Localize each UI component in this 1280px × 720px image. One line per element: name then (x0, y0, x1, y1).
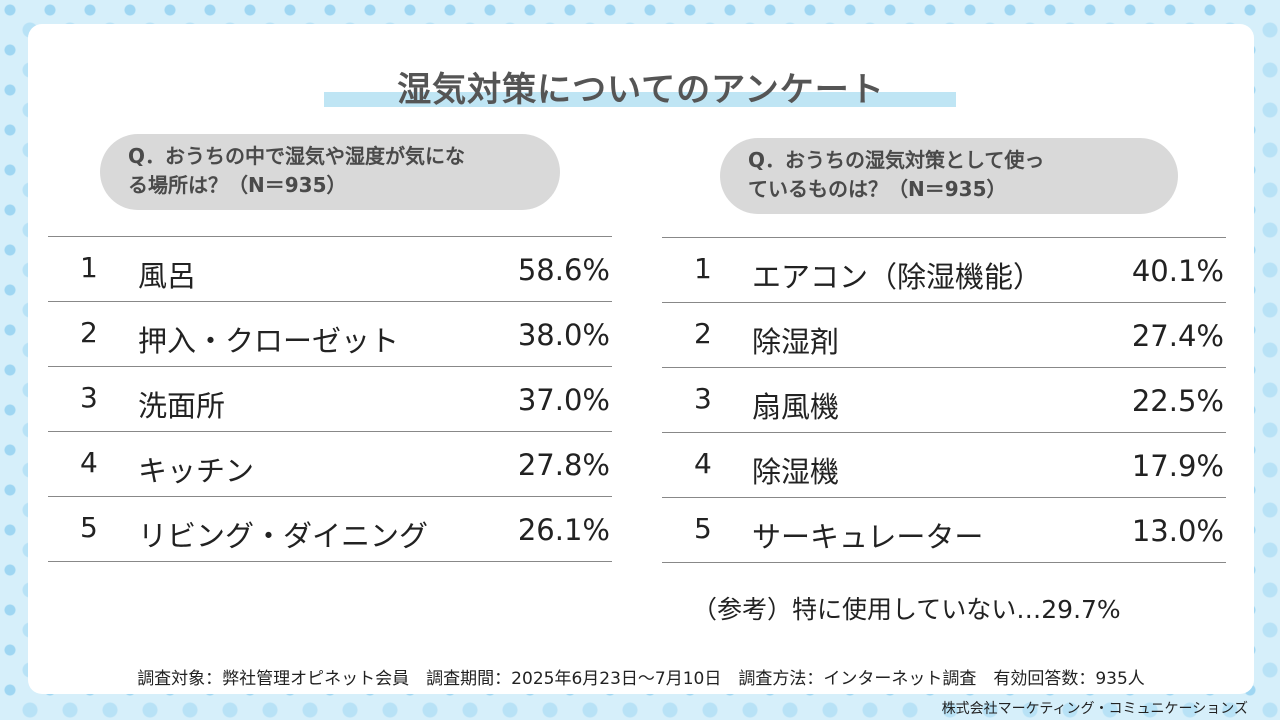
item-label: 除湿剤 (752, 325, 840, 359)
table-row: 3 洗面所 37.0% (48, 367, 612, 432)
rank-number: 4 (694, 447, 712, 480)
left-question-line1: Q．おうちの中で湿気や湿度が気にな (128, 144, 466, 168)
item-label: 風呂 (138, 259, 197, 293)
percent-value: 17.9% (1131, 449, 1224, 483)
right-ranking-table: 1 エアコン（除湿機能） 40.1% 2 除湿剤 27.4% 3 扇風機 22.5% 4 除湿機 17… (662, 237, 1226, 563)
item-label: 扇風機 (752, 390, 840, 424)
table-row: 5 サーキュレーター 13.0% (662, 498, 1226, 563)
left-ranking-table: 1 風呂 58.6% 2 押入・クローゼット 38.0% 3 洗面所 37.0% 4 キッチン 27.… (48, 236, 612, 562)
item-label: 押入・クローゼット (138, 324, 400, 358)
item-label: キッチン (138, 454, 255, 488)
table-row: 1 風呂 58.6% (48, 237, 612, 302)
item-label: サーキュレーター (752, 520, 984, 554)
percent-value: 27.8% (517, 448, 610, 482)
right-question-line2: ているものは？（N＝935） (748, 177, 1007, 201)
rank-number: 2 (80, 316, 98, 349)
survey-footer: 調査対象：弊社管理オピネット会員 調査期間：2025年6月23日～7月10日 調… (137, 669, 1145, 689)
rank-number: 4 (80, 446, 98, 479)
percent-value: 22.5% (1131, 384, 1224, 418)
item-label: エアコン（除湿機能） (752, 260, 1043, 294)
table-row: 1 エアコン（除湿機能） 40.1% (662, 238, 1226, 303)
title-underline (324, 92, 956, 107)
table-row: 2 押入・クローゼット 38.0% (48, 302, 612, 367)
percent-value: 40.1% (1131, 254, 1224, 288)
rank-number: 2 (694, 317, 712, 350)
right-question: Q．おうちの湿気対策として使っ ているものは？（N＝935） (720, 138, 1178, 214)
rank-number: 3 (694, 382, 712, 415)
item-label: リビング・ダイニング (138, 519, 429, 553)
left-question-line2: る場所は？（N＝935） (128, 173, 347, 197)
survey-card: 湿気対策についてのアンケート Q．おうちの中で湿気や湿度が気にな る場所は？（N… (28, 24, 1254, 694)
title-wrap: 湿気対策についてのアンケート (28, 62, 1254, 111)
table-row: 4 キッチン 27.8% (48, 432, 612, 497)
percent-value: 26.1% (517, 513, 610, 547)
rank-number: 1 (80, 251, 98, 284)
rank-number: 5 (80, 511, 98, 544)
left-question: Q．おうちの中で湿気や湿度が気にな る場所は？（N＝935） (100, 134, 560, 210)
rank-number: 5 (694, 512, 712, 545)
table-row: 2 除湿剤 27.4% (662, 303, 1226, 368)
table-row: 5 リビング・ダイニング 26.1% (48, 497, 612, 562)
percent-value: 27.4% (1131, 319, 1224, 353)
reference-note: （参考）特に使用していない…29.7% (692, 595, 1121, 624)
item-label: 洗面所 (138, 389, 226, 423)
company-name: 株式会社マーケティング・コミュニケーションズ (941, 701, 1248, 717)
page-title: 湿気対策についてのアンケート (397, 70, 885, 110)
table-row: 4 除湿機 17.9% (662, 433, 1226, 498)
right-question-line1: Q．おうちの湿気対策として使っ (748, 148, 1045, 172)
table-row: 3 扇風機 22.5% (662, 368, 1226, 433)
percent-value: 13.0% (1131, 514, 1224, 548)
rank-number: 3 (80, 381, 98, 414)
percent-value: 58.6% (517, 253, 610, 287)
percent-value: 37.0% (517, 383, 610, 417)
item-label: 除湿機 (752, 455, 840, 489)
rank-number: 1 (694, 252, 712, 285)
percent-value: 38.0% (517, 318, 610, 352)
